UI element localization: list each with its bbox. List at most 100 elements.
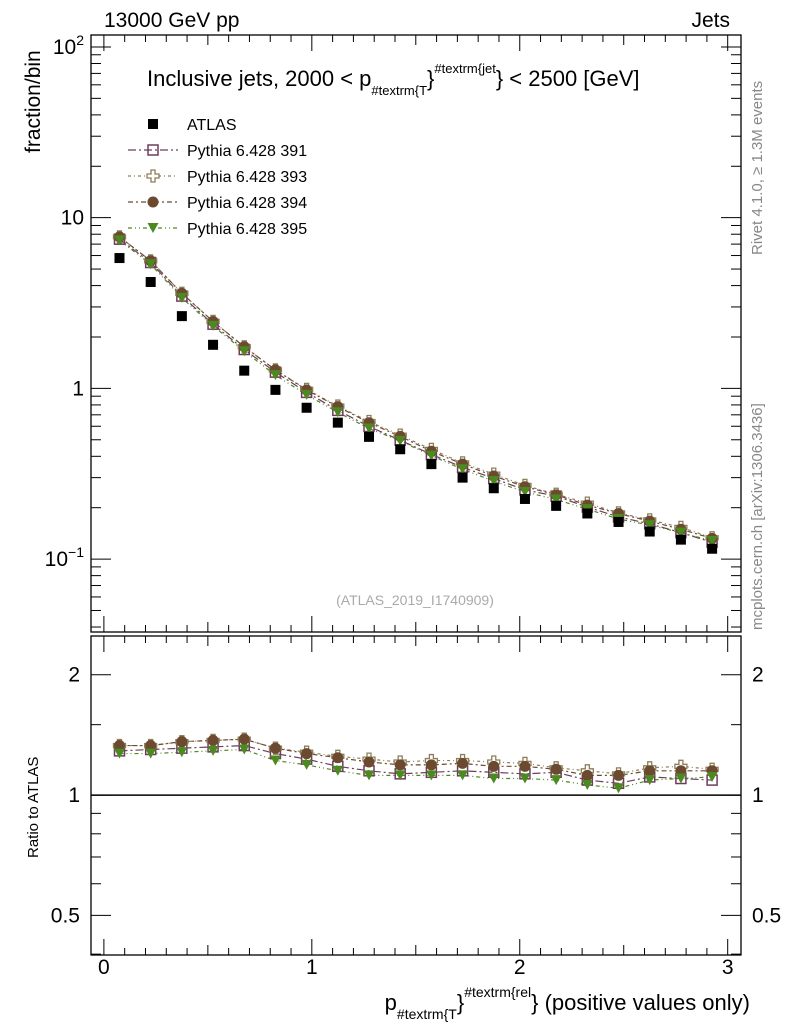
ratio-point-s394: [394, 759, 406, 771]
ratio-point-s395: [269, 755, 281, 766]
point-atlas: [395, 444, 406, 455]
point-s395: [301, 389, 313, 400]
point-atlas: [519, 493, 530, 504]
title-suffix: } < 2500 [GeV]: [496, 66, 640, 91]
point-atlas: [551, 500, 562, 511]
ratio-point-s395: [457, 770, 469, 781]
ratio-point-s395: [706, 771, 718, 782]
header-right: Jets: [691, 9, 730, 32]
legend-marker-s395: [147, 223, 159, 233]
ratio-point-s395: [301, 759, 313, 770]
x-tick-label: 1: [306, 956, 318, 979]
ratio-point-s394: [301, 748, 313, 760]
series-line-s393: [119, 236, 713, 539]
point-atlas: [270, 384, 281, 395]
legend: ATLAS Pythia 6.428 391 Pythia 6.428 393 …: [128, 117, 307, 238]
ratio-point-s395: [550, 775, 562, 786]
xlabel-sup: #textrm{rel: [464, 984, 531, 1000]
ratio-point-s395: [145, 748, 157, 759]
point-atlas: [644, 526, 655, 537]
point-atlas: [208, 339, 219, 350]
ratio-point-s395: [176, 747, 188, 758]
ratio-point-s394: [425, 759, 437, 771]
point-s395: [425, 450, 437, 461]
point-atlas: [239, 365, 250, 376]
y-tick-label: 1: [68, 784, 80, 807]
ratio-point-s394: [613, 769, 625, 781]
y-tick-exponent: −1: [68, 544, 84, 560]
ratio-point-s395: [113, 748, 125, 759]
ratio-ticks: 0 1 2 3 2 2 1 1 0.5 0.5: [51, 636, 781, 979]
point-s395: [488, 476, 500, 487]
ratio-point-s394: [145, 740, 157, 752]
xlabel-suffix: } (positive values only): [531, 990, 750, 1015]
rivet-label: Rivet 4.1.0, ≥ 1.3M events: [749, 81, 766, 255]
header-left: 13000 GeV pp: [104, 9, 239, 32]
point-s395: [519, 486, 531, 497]
y-tick-exponent: 2: [76, 32, 84, 48]
legend-marker-s394: [147, 196, 159, 208]
x-tick-label: 3: [722, 956, 734, 979]
legend-label-394: Pythia 6.428 394: [187, 195, 307, 212]
ratio-point-s394: [113, 740, 125, 752]
y-axis-label-ratio: Ratio to ATLAS: [25, 757, 42, 858]
main-panel: 102 10 1 10−1: [45, 32, 742, 633]
title-prefix: Inclusive jets, 2000 < p: [147, 66, 371, 91]
point-s395: [332, 407, 344, 418]
main-ticks: 102 10 1 10−1: [45, 32, 741, 632]
point-atlas: [176, 311, 187, 322]
point-s395: [644, 520, 656, 531]
watermark: (ATLAS_2019_I1740909): [336, 592, 494, 608]
ratio-point-s395: [332, 765, 344, 776]
xlabel-p: p: [385, 990, 397, 1015]
point-s395: [706, 535, 718, 546]
point-s395: [394, 435, 406, 446]
point-s395: [675, 527, 687, 538]
point-s395: [457, 464, 469, 475]
ratio-point-s395: [394, 770, 406, 781]
x-axis-label: p#textrm{T}#textrm{rel} (positive values…: [385, 984, 750, 1022]
point-atlas: [675, 534, 686, 545]
legend-label-393: Pythia 6.428 393: [187, 169, 307, 186]
ratio-point-s394: [363, 756, 375, 768]
point-s395: [550, 494, 562, 505]
y-tick-label: 10: [61, 207, 84, 230]
point-s395: [176, 292, 188, 303]
point-s395: [113, 235, 125, 246]
ratio-point-s394: [644, 765, 656, 777]
ratio-point-s395: [488, 773, 500, 784]
point-s395: [363, 423, 375, 434]
y-tick-label: 1: [72, 377, 84, 400]
y-tick-label-right: 2: [752, 664, 764, 687]
y-axis-label-main: fraction/bin: [22, 50, 45, 153]
y-tick-label-right: 0.5: [752, 904, 781, 927]
xlabel-mid: }: [457, 990, 464, 1015]
ratio-point-s394: [519, 760, 531, 772]
mcplots-label: mcplots.cern.ch [arXiv:1306.3436]: [749, 403, 766, 630]
legend-label-atlas: ATLAS: [187, 117, 237, 134]
point-s395: [145, 259, 157, 270]
series-line-s395: [119, 239, 713, 542]
point-s395: [269, 370, 281, 381]
ratio-point-s395: [207, 745, 219, 756]
ratio-point-s394: [269, 742, 281, 754]
ratio-point-s394: [176, 736, 188, 748]
ratio-point-s394: [457, 757, 469, 769]
point-atlas: [332, 417, 343, 428]
point-s395: [207, 320, 219, 331]
series-line-s391: [119, 238, 713, 543]
series-line-s394: [119, 236, 713, 539]
legend-label-395: Pythia 6.428 395: [187, 221, 307, 238]
ratio-point-s395: [581, 779, 593, 790]
ratio-point-s395: [519, 773, 531, 784]
point-atlas: [707, 543, 718, 554]
point-atlas: [114, 253, 125, 264]
ratio-point-s395: [238, 744, 250, 755]
title-mid: }: [427, 66, 434, 91]
ratio-point-s395: [613, 783, 625, 794]
ratio-point-s394: [488, 760, 500, 772]
x-tick-label: 0: [98, 956, 110, 979]
point-atlas: [582, 508, 593, 519]
point-atlas: [364, 431, 375, 442]
